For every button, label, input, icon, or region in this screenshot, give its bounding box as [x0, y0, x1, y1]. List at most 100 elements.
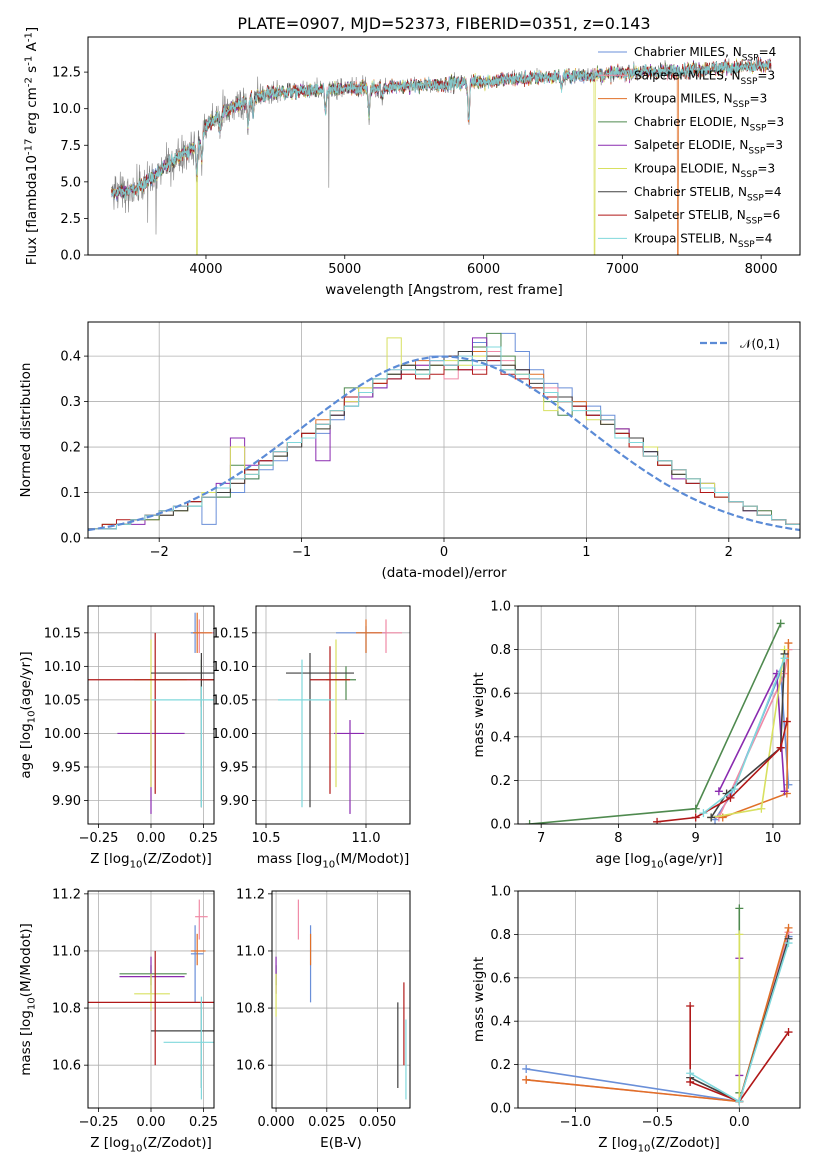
errorbar-point	[278, 659, 334, 808]
panel-weight_vs_age: 7 8 9 10 0.0 0.2 0.4 0.6 0.8 1.0 age [log10(age/yr…	[471, 600, 801, 871]
y-tick-label: 9.90	[52, 794, 81, 809]
weight-marker	[776, 743, 785, 752]
x-tick-label: 5000	[328, 262, 361, 277]
legend-label: Kroupa STELIB, NSSP=4	[634, 231, 772, 250]
x-axis-label: age [log10(age/yr)]	[595, 851, 722, 871]
weight-marker	[735, 930, 744, 939]
weight-series	[686, 939, 793, 1106]
y-tick-label: 11.0	[52, 944, 81, 959]
weight-marker	[522, 1064, 531, 1073]
axes-frame	[87, 321, 801, 539]
y-tick-label: 0.0	[490, 1102, 511, 1117]
x-tick-label: 0.00	[137, 831, 166, 846]
x-tick-label: 0.25	[189, 831, 218, 846]
errorbar-point	[134, 973, 170, 1011]
weight-series	[653, 717, 791, 824]
legend: Chabrier MILES, NSSP=4 Salpeter MILES, NS…	[598, 45, 784, 250]
weight-line	[710, 653, 786, 818]
y-tick-label: 11.0	[236, 944, 265, 959]
gridlines	[88, 322, 800, 539]
x-axis-label: Z [log10(Z/Zodot)]	[90, 851, 212, 871]
weight-marker	[691, 813, 700, 822]
y-tick-label: 0.8	[490, 928, 511, 943]
x-axis-label: Z [log10(Z/Zodot)]	[598, 1135, 720, 1155]
legend: 𝒩(0,1)	[700, 337, 780, 351]
weight-marker	[784, 939, 793, 948]
x-axis-label: mass [log10(M/Modot)]	[257, 851, 410, 871]
x-axis-label: wavelength [Angstrom, rest frame]	[325, 282, 563, 298]
plot-area	[278, 619, 402, 814]
gridlines	[272, 891, 410, 1108]
panel-age_vs_Z: −0.25 0.00 0.25 9.90 9.95 10.00 10.05 10.10 10.1…	[18, 605, 218, 871]
weight-marker	[707, 813, 716, 822]
y-tick-label: 10.05	[212, 693, 249, 708]
gridlines	[256, 606, 410, 824]
gridlines	[518, 605, 800, 825]
legend-label: Salpeter MILES, NSSP=3	[634, 68, 775, 87]
x-tick-label: 0	[440, 545, 448, 560]
weight-marker	[735, 904, 744, 913]
y-axis-label: mass weight	[471, 672, 487, 757]
legend-label: Kroupa ELODIE, NSSP=3	[634, 162, 775, 181]
y-tick-label: 10.0	[52, 102, 81, 117]
y-tick-label: 9.95	[220, 760, 249, 775]
y-tick-label: 0.2	[490, 774, 511, 789]
y-tick-label: 0.3	[60, 395, 81, 410]
weight-line	[529, 623, 782, 824]
errorbar-point	[356, 619, 382, 653]
weight-marker	[726, 793, 735, 802]
weight-marker	[686, 1002, 695, 1011]
weight-marker	[691, 804, 700, 813]
axes-frame	[87, 605, 215, 825]
legend-label: Chabrier STELIB, NSSP=4	[634, 185, 782, 204]
weight-marker	[784, 639, 793, 648]
weight-marker	[522, 1075, 531, 1084]
x-tick-label: 7	[537, 831, 545, 846]
x-tick-label: 9	[692, 831, 700, 846]
normal-reference-curve	[88, 355, 800, 532]
errorbar-point	[336, 626, 386, 653]
errorbar-point	[286, 652, 354, 808]
y-tick-label: 10.10	[212, 660, 249, 675]
weight-line	[689, 1006, 790, 1103]
y-tick-label: 10.8	[236, 1002, 265, 1017]
y-tick-label: 10.10	[44, 660, 81, 675]
y-tick-label: 0.6	[490, 971, 511, 986]
x-tick-label: 7000	[606, 262, 639, 277]
errorbar-point	[151, 652, 214, 808]
y-tick-label: 0.0	[60, 532, 81, 547]
y-tick-label: 10.00	[212, 727, 249, 742]
weight-marker	[735, 1097, 744, 1106]
y-tick-label: 1.0	[490, 885, 511, 900]
y-tick-label: 0.2	[60, 441, 81, 456]
x-tick-label: 6000	[467, 262, 500, 277]
x-tick-label: 1	[582, 545, 590, 560]
x-tick-label: −0.25	[79, 831, 119, 846]
errorbar-point	[336, 666, 356, 700]
x-tick-label: 0.000	[257, 1115, 294, 1130]
weight-marker	[686, 1077, 695, 1086]
weight-marker	[780, 787, 789, 796]
y-axis-label: Flux [flambda10-17 erg cm-2 s-1 A-1]	[24, 27, 41, 265]
x-tick-label: −0.25	[79, 1115, 119, 1130]
plot-area	[88, 612, 214, 814]
plot-area	[275, 899, 407, 1100]
errorbar-point	[151, 1002, 214, 1089]
y-tick-label: 12.5	[52, 66, 81, 81]
y-tick-label: 0.1	[60, 486, 81, 501]
plot-area	[111, 56, 772, 255]
errorbar-point	[88, 950, 214, 1066]
weight-marker	[730, 785, 739, 794]
y-tick-label: 0.0	[490, 818, 511, 833]
x-tick-label: 0.025	[308, 1115, 345, 1130]
x-tick-label: 0.050	[359, 1115, 396, 1130]
y-tick-label: 0.4	[490, 1015, 511, 1030]
axes-frame	[517, 605, 801, 825]
legend-label: Kroupa MILES, NSSP=3	[634, 92, 767, 111]
y-tick-label: 5.0	[60, 175, 81, 190]
y-tick-label: 10.6	[236, 1059, 265, 1074]
y-axis-label: mass [log10(M/Modot)]	[18, 923, 38, 1076]
errorbar-point	[195, 899, 208, 940]
x-tick-label: 11.0	[352, 831, 381, 846]
